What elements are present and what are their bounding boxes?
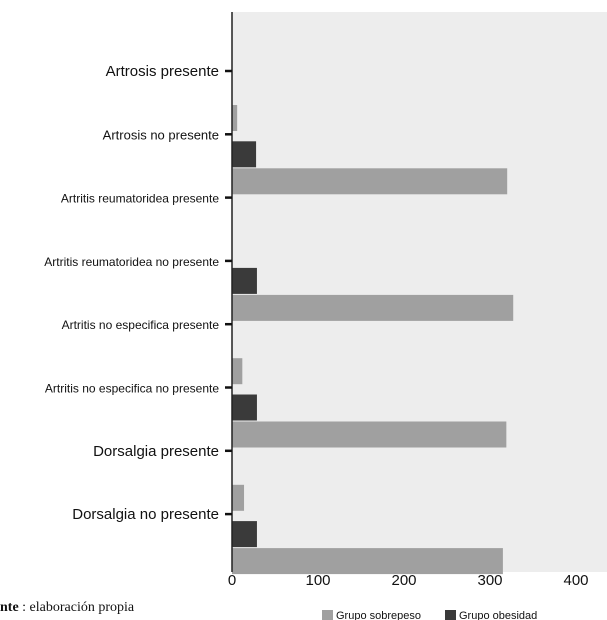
- x-tick-label: 300: [477, 572, 502, 589]
- bar-grupo-obesidad: [232, 394, 257, 421]
- bar-grupo-sobrepeso: [232, 358, 243, 385]
- footnote-text: : elaboración propia: [18, 600, 135, 615]
- legend-swatch: [322, 610, 333, 620]
- category-label: Artritis no especifica no presente: [45, 382, 219, 396]
- legend: Grupo sobrepeso Grupo obesidad: [322, 610, 537, 620]
- footnote: nte : elaboración propia: [0, 600, 134, 616]
- bar-grupo-sobrepeso: [232, 484, 245, 511]
- category-label: Artritis no especifica presente: [62, 318, 220, 332]
- x-tick-label: 0: [228, 572, 236, 589]
- category-label: Dorsalgia presente: [93, 443, 219, 460]
- x-tick-label: 200: [391, 572, 416, 589]
- category-label: Artritis reumatoridea no presente: [44, 255, 219, 269]
- category-label: Artrosis no presente: [103, 127, 219, 142]
- bar-grupo-sobrepeso: [232, 168, 508, 195]
- category-label: Artritis reumatoridea presente: [61, 192, 219, 206]
- x-tick-label: 400: [563, 572, 588, 589]
- x-tick-labels: 0 100 200 300 400: [228, 572, 589, 589]
- category-label: Dorsalgia no presente: [72, 506, 219, 523]
- bar-grupo-sobrepeso: [232, 421, 507, 448]
- legend-swatch: [445, 610, 456, 620]
- bar-grupo-sobrepeso: [232, 294, 514, 321]
- x-tick-label: 100: [305, 572, 330, 589]
- footnote-prefix: nte: [0, 600, 19, 615]
- bar-grupo-sobrepeso: [232, 548, 503, 575]
- bar-grupo-obesidad: [232, 521, 257, 548]
- legend-label: Grupo sobrepeso: [336, 610, 421, 620]
- category-label: Artrosis presente: [106, 63, 219, 80]
- legend-label: Grupo obesidad: [459, 610, 537, 620]
- bars-layer: [232, 105, 514, 575]
- category-ticks: [225, 69, 232, 516]
- bar-grupo-obesidad: [232, 141, 257, 168]
- plot-area: [232, 12, 607, 572]
- bar-grupo-sobrepeso: [232, 105, 238, 131]
- category-labels: Artrosis presente Artrosis no presente Art…: [44, 63, 219, 523]
- bar-grupo-obesidad: [232, 267, 257, 294]
